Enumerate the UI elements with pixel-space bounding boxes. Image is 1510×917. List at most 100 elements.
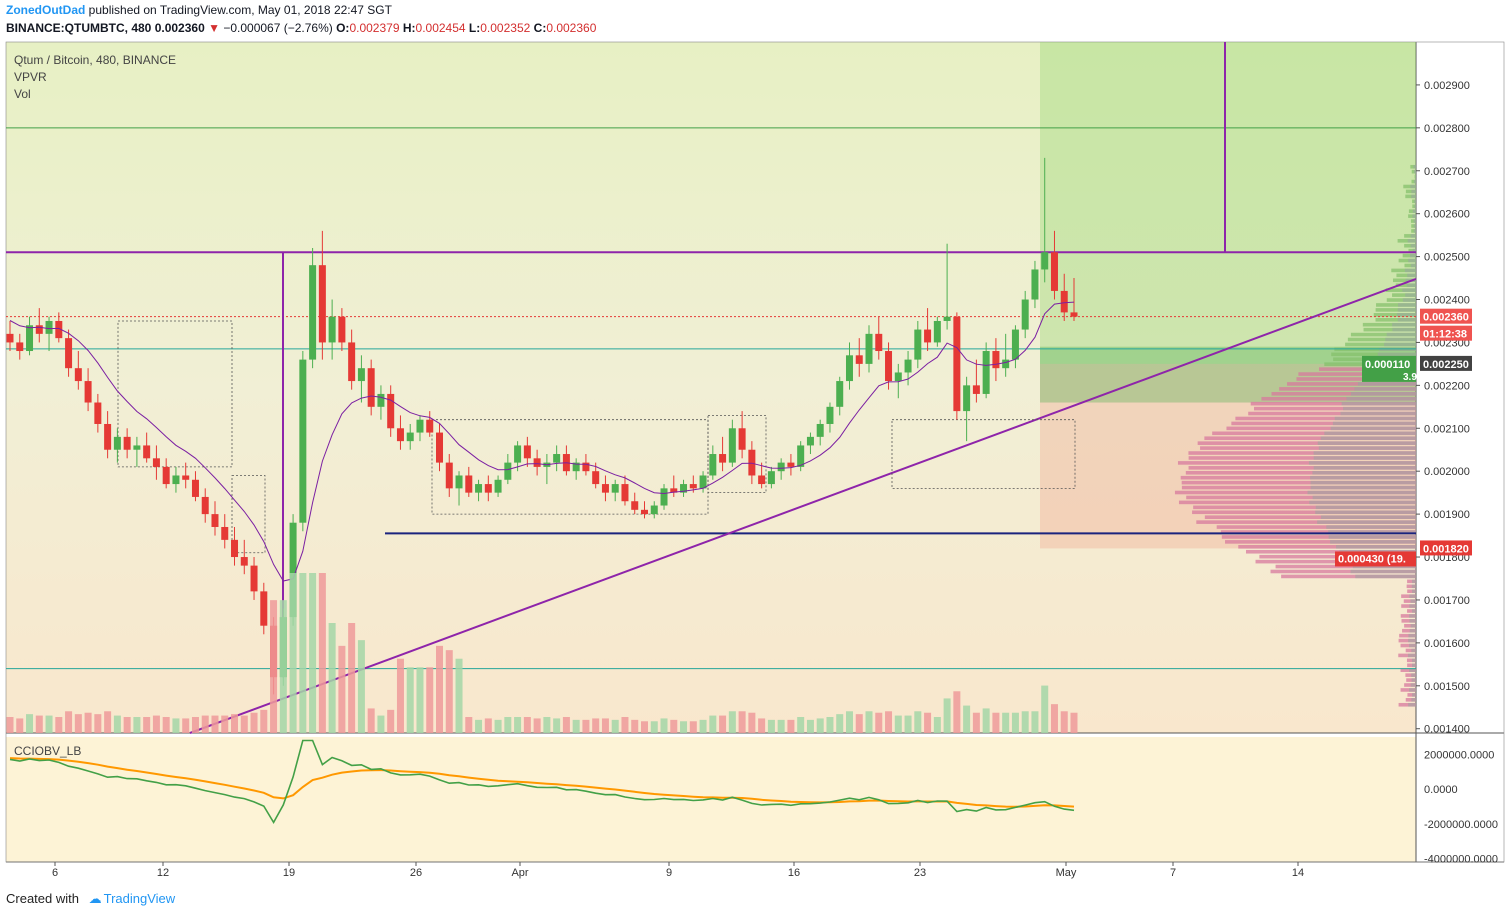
volume-bar	[485, 718, 492, 733]
candle-body	[778, 463, 785, 472]
vol-label[interactable]: Vol	[14, 87, 31, 101]
vpvr-bar-up	[1398, 308, 1416, 312]
vpvr-bar-up	[1397, 313, 1416, 317]
volume-bar	[944, 698, 951, 733]
volume-bar	[416, 667, 423, 733]
volume-bar	[504, 717, 511, 733]
vpvr-bar-up	[1329, 535, 1416, 539]
vpvr-bar-up	[1408, 239, 1416, 243]
volume-bar	[680, 721, 687, 733]
candle-body	[612, 484, 619, 493]
candle-body	[905, 360, 912, 373]
candle-body	[661, 488, 668, 505]
vpvr-bar-up	[1392, 323, 1416, 327]
vpvr-bar-up	[1411, 264, 1416, 268]
vpvr-bar-up	[1411, 195, 1416, 199]
volume-bar	[953, 691, 960, 733]
volume-bar	[690, 721, 697, 733]
price-tick-label: 0.001500	[1424, 681, 1470, 693]
candle-body	[651, 506, 658, 515]
candle-body	[807, 437, 814, 446]
stop-price-tag: 0.001820	[1423, 543, 1469, 555]
volume-bar	[338, 646, 345, 733]
volume-bar	[163, 717, 170, 733]
volume-bar	[992, 713, 999, 733]
vpvr-bar-up	[1316, 506, 1416, 510]
volume-bar	[983, 708, 990, 733]
candle-body	[963, 385, 970, 411]
vpvr-bar-up	[1314, 456, 1416, 460]
vpvr-bar-up	[1314, 451, 1416, 455]
volume-bar	[475, 720, 482, 733]
volume-bar	[26, 714, 33, 733]
candle-body	[524, 445, 531, 458]
vpvr-bar-up	[1311, 481, 1416, 485]
candle-body	[299, 360, 306, 523]
time-tick-label: 9	[666, 867, 672, 879]
candle-body	[485, 484, 492, 493]
tradingview-link[interactable]: TradingView	[104, 891, 176, 906]
countdown-tag: 01:12:38	[1423, 329, 1467, 341]
candle-body	[172, 475, 179, 484]
volume-bar	[592, 718, 599, 733]
volume-bar	[739, 711, 746, 733]
candle-body	[475, 484, 482, 493]
vpvr-bar-up	[1411, 673, 1416, 677]
price-tick-label: 0.001600	[1424, 638, 1470, 650]
candle-body	[446, 463, 453, 489]
volume-bar	[290, 573, 297, 733]
vpvr-bar-up	[1310, 476, 1416, 480]
volume-bar	[914, 711, 921, 733]
volume-bar	[543, 717, 550, 733]
candle-body	[251, 566, 258, 592]
volume-bar	[631, 720, 638, 733]
volume-bar	[836, 714, 843, 733]
candle-body	[260, 591, 267, 625]
candle-body	[231, 540, 238, 557]
volume-bar	[114, 716, 121, 733]
vpvr-bar-up	[1340, 412, 1416, 416]
volume-bar	[299, 573, 306, 733]
tradingview-logo-icon[interactable]: ☁	[89, 891, 102, 906]
reward-tag: 0.000110	[1365, 359, 1410, 371]
indicator-label[interactable]: CCIOBV_LB	[14, 744, 81, 758]
candle-body	[885, 351, 892, 381]
volume-bar	[1061, 711, 1068, 733]
volume-bar	[329, 623, 336, 733]
vpvr-bar-up	[1314, 466, 1416, 470]
volume-bar	[661, 718, 668, 733]
candle-body	[202, 497, 209, 514]
vpvr-bar-up	[1415, 175, 1416, 179]
volume-bar	[348, 623, 355, 733]
vpvr-bar-up	[1407, 274, 1416, 278]
vpvr-bar-up	[1412, 580, 1416, 584]
volume-bar	[397, 659, 404, 733]
vpvr-bar-up	[1411, 683, 1416, 687]
vpvr-bar-up	[1335, 417, 1416, 421]
candle-body	[319, 265, 326, 342]
vpvr-bar-up	[1411, 190, 1416, 194]
candle-body	[7, 334, 14, 343]
vpvr-bar-up	[1409, 614, 1416, 618]
candle-body	[592, 471, 599, 484]
candle-body	[700, 475, 707, 488]
volume-bar	[748, 713, 755, 733]
volume-bar	[368, 708, 375, 733]
volume-bar	[172, 718, 179, 733]
vpvr-bar-up	[1414, 200, 1416, 204]
volume-bar	[1031, 711, 1038, 733]
candle-body	[504, 463, 511, 480]
candle-body	[133, 445, 140, 449]
volume-bar	[563, 717, 570, 733]
vpvr-bar-up	[1407, 283, 1416, 287]
candle-body	[553, 454, 560, 463]
candle-body	[124, 437, 131, 450]
vpvr-label[interactable]: VPVR	[14, 70, 47, 84]
vpvr-bar-up	[1354, 387, 1416, 391]
volume-bar	[651, 721, 658, 733]
candle-body	[65, 338, 72, 368]
volume-bar	[221, 716, 228, 733]
vpvr-bar-up	[1413, 209, 1416, 213]
candle-body	[104, 424, 111, 450]
